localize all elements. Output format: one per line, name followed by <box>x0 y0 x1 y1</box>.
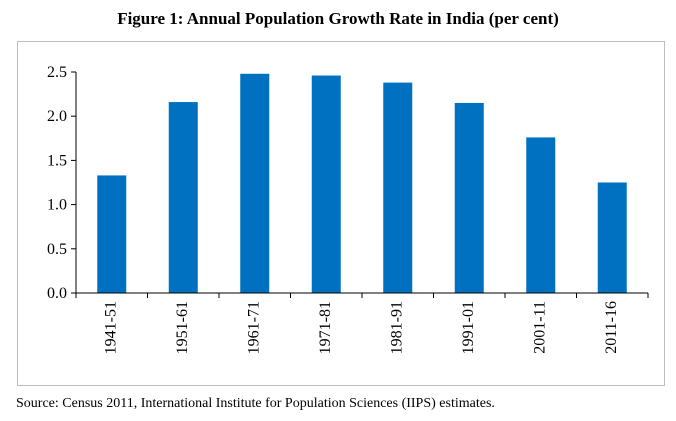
y-tick-label: 2.0 <box>47 108 67 125</box>
x-tick-labels: 1941-51 1951-61 1961-71 1971-81 1981-91 1991-… <box>102 301 620 354</box>
x-tick-label: 1991-01 <box>460 301 477 354</box>
x-tick-label: 1951-61 <box>174 301 191 354</box>
y-tick-label: 2.5 <box>47 64 67 81</box>
bars-group <box>97 73 627 293</box>
x-tick-label: 2011-16 <box>603 301 620 354</box>
x-tick-label: 1961-71 <box>245 301 262 354</box>
bar-1951-61 <box>168 102 198 293</box>
bar-2011-16 <box>597 182 627 293</box>
bar-1961-71 <box>240 73 270 293</box>
x-tick-label: 2001-11 <box>531 301 548 354</box>
y-tick-label: 0.0 <box>47 285 67 302</box>
source-note: Source: Census 2011, International Insti… <box>16 396 495 411</box>
y-tick-label: 1.0 <box>47 197 67 214</box>
x-tick-label: 1941-51 <box>102 301 119 354</box>
axes-group <box>71 71 649 298</box>
chart-title: Figure 1: Annual Population Growth Rate … <box>117 9 559 28</box>
y-tick-label: 0.5 <box>47 241 67 258</box>
x-tick-label: 1981-91 <box>388 301 405 354</box>
x-tick-label: 1971-81 <box>317 301 334 354</box>
bar-1991-01 <box>454 102 484 293</box>
bar-1941-51 <box>97 175 127 293</box>
bar-2001-11 <box>526 137 556 293</box>
bar-1971-81 <box>311 75 341 293</box>
bar-1981-91 <box>383 82 413 293</box>
y-tick-labels: 0.0 0.5 1.0 1.5 2.0 2.5 <box>47 64 67 302</box>
chart-frame <box>17 41 665 386</box>
y-tick-label: 1.5 <box>47 152 67 169</box>
